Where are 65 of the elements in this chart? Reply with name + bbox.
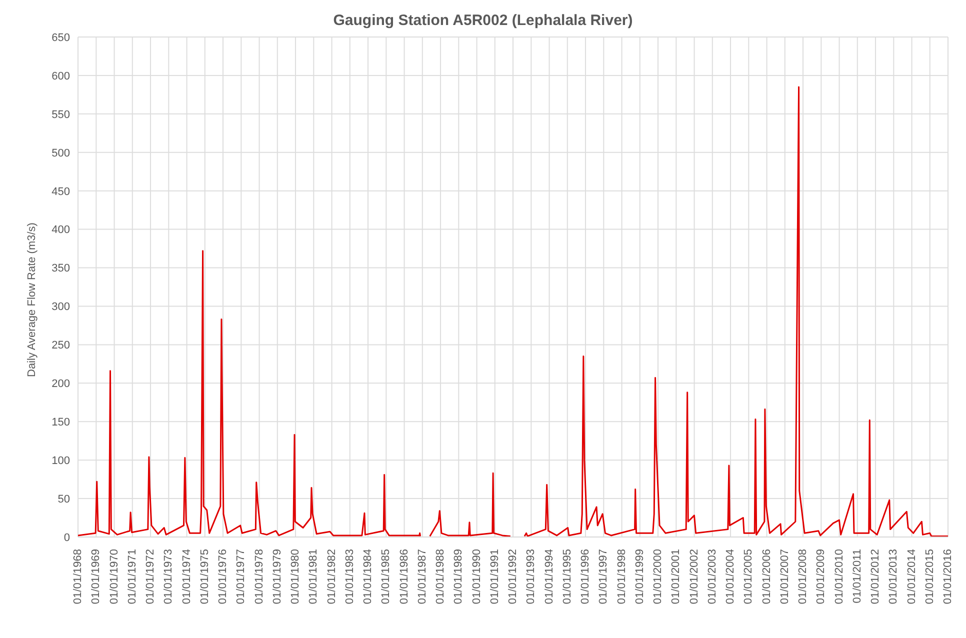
y-tick-label: 400 <box>52 224 70 236</box>
x-tick-label: 01/01/2009 <box>815 549 828 604</box>
x-tick-label: 01/01/1982 <box>326 549 338 604</box>
x-tick-label: 01/01/1972 <box>144 549 156 604</box>
y-tick-label: 600 <box>52 70 70 82</box>
x-tick-label: 01/01/1989 <box>452 549 465 604</box>
x-tick-label: 01/01/1986 <box>398 549 410 604</box>
y-tick-label: 550 <box>52 108 70 121</box>
x-tick-label: 01/01/2007 <box>778 549 791 604</box>
x-tick-label: 01/01/2008 <box>797 549 809 604</box>
y-axis-title: Daily Average Flow Rate (m3/s) <box>26 222 38 377</box>
x-tick-label: 01/01/1973 <box>162 549 175 604</box>
x-tick-label: 01/01/1984 <box>362 549 374 604</box>
x-tick-label: 01/01/1995 <box>561 549 574 604</box>
x-tick-label: 01/01/2006 <box>760 549 773 604</box>
x-tick-label: 01/01/2002 <box>688 549 700 604</box>
y-tick-label: 0 <box>64 532 70 544</box>
x-tick-label: 01/01/2000 <box>652 549 664 604</box>
x-tick-label: 01/01/2011 <box>851 549 864 604</box>
x-tick-label: 01/01/2014 <box>906 549 918 604</box>
x-tick-label: 01/01/2003 <box>706 549 718 604</box>
x-tick-label: 01/01/1979 <box>271 549 284 604</box>
y-tick-label: 100 <box>52 454 70 467</box>
x-tick-label: 01/01/1997 <box>598 549 610 604</box>
x-tick-label: 01/01/2004 <box>724 549 736 604</box>
y-tick-label: 650 <box>52 32 70 44</box>
x-tick-label: 01/01/1987 <box>416 549 428 604</box>
y-tick-label: 350 <box>52 262 70 275</box>
chart-title: Gauging Station A5R002 (Lephalala River) <box>333 12 633 29</box>
y-tick-label: 150 <box>52 416 70 429</box>
x-tick-label: 01/01/1993 <box>525 549 538 604</box>
x-tick-label: 01/01/1978 <box>253 549 266 604</box>
y-tick-label: 300 <box>52 301 70 314</box>
x-tick-label: 01/01/1991 <box>488 549 501 604</box>
y-tick-label: 250 <box>52 340 70 352</box>
x-tick-label: 01/01/1974 <box>180 549 193 604</box>
x-tick-label: 01/01/1992 <box>507 549 519 604</box>
x-tick-label: 01/01/2016 <box>942 549 954 604</box>
x-tick-label: 01/01/2012 <box>870 549 882 604</box>
x-tick-label: 01/01/1975 <box>198 549 211 604</box>
x-tick-label: 01/01/1977 <box>235 549 248 604</box>
x-tick-label: 01/01/2010 <box>833 549 846 604</box>
y-tick-label: 450 <box>52 186 70 198</box>
y-tick-label: 500 <box>52 147 70 160</box>
x-tick-label: 01/01/1999 <box>634 549 646 604</box>
x-tick-label: 01/01/2005 <box>742 549 755 604</box>
x-tick-label: 01/01/1994 <box>543 549 556 604</box>
x-tick-label: 01/01/1970 <box>108 549 120 604</box>
x-tick-label: 01/01/2001 <box>670 549 682 604</box>
x-tick-label: 01/01/1980 <box>290 549 302 604</box>
y-tick-label: 50 <box>58 493 70 506</box>
x-tick-label: 01/01/1983 <box>344 549 356 604</box>
x-tick-label: 01/01/1985 <box>380 549 392 604</box>
x-tick-label: 01/01/1990 <box>470 549 483 604</box>
x-tick-label: 01/01/1988 <box>434 549 446 604</box>
x-tick-label: 01/01/1981 <box>308 549 320 604</box>
x-tick-label: 01/01/1971 <box>126 549 138 604</box>
x-tick-label: 01/01/1996 <box>580 549 592 604</box>
y-tick-label: 200 <box>52 378 70 390</box>
x-tick-label: 01/01/1969 <box>90 549 102 604</box>
x-tick-label: 01/01/1968 <box>72 549 84 604</box>
x-tick-label: 01/01/2013 <box>888 549 900 604</box>
x-tick-label: 01/01/1998 <box>616 549 628 604</box>
x-tick-label: 01/01/1976 <box>217 549 229 604</box>
x-tick-label: 01/01/2015 <box>924 549 936 604</box>
